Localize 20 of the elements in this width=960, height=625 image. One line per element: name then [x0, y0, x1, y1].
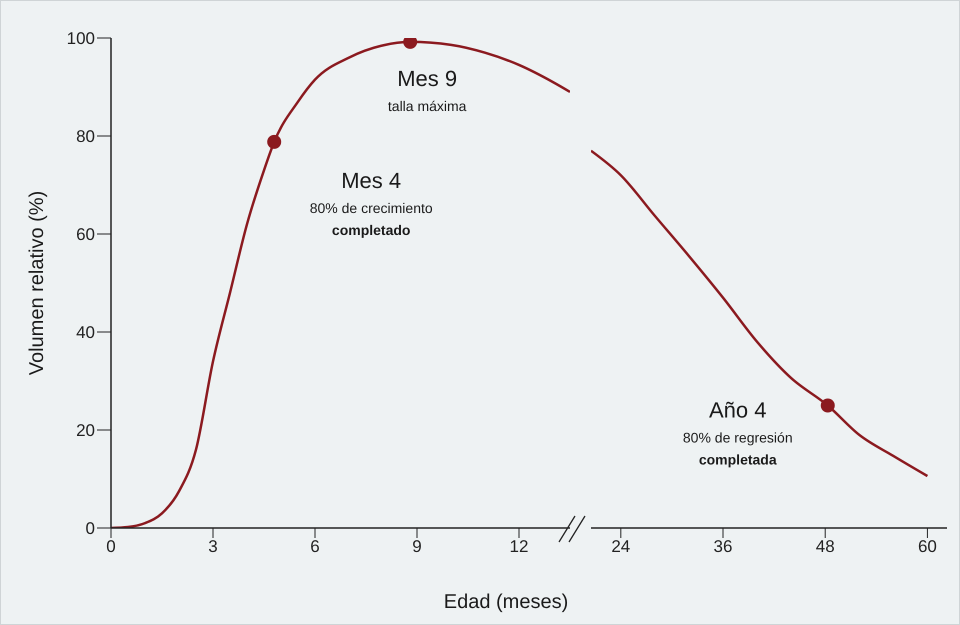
x-tick-label: 48: [816, 537, 835, 556]
annotation: Mes 9 talla máxima: [388, 66, 467, 114]
x-tick-label: 60: [918, 537, 937, 556]
x-axis-title: Edad (meses): [442, 591, 570, 614]
y-tick-label: 100: [66, 29, 95, 48]
x-tick-label: 36: [714, 537, 732, 556]
y-axis-title: Volumen relativo (%): [26, 190, 48, 376]
y-tick-label: 20: [76, 421, 95, 440]
x-tick-label: 3: [208, 537, 218, 556]
x-tick-label: 24: [611, 537, 630, 556]
annotation: Año 4 80% de regresión completada: [682, 398, 793, 468]
y-tick-label: 60: [76, 225, 95, 244]
annotation: Mes 4 80% de crecimiento completado: [310, 168, 433, 238]
x-tick-label: 0: [106, 537, 116, 556]
x-tick-label: 12: [510, 537, 528, 556]
y-tick-label: 40: [76, 323, 95, 342]
y-tick-label: 80: [76, 127, 95, 146]
x-tick-label: 6: [310, 537, 320, 556]
y-tick-label: 0: [86, 519, 95, 538]
x-tick-label: 9: [412, 537, 422, 556]
